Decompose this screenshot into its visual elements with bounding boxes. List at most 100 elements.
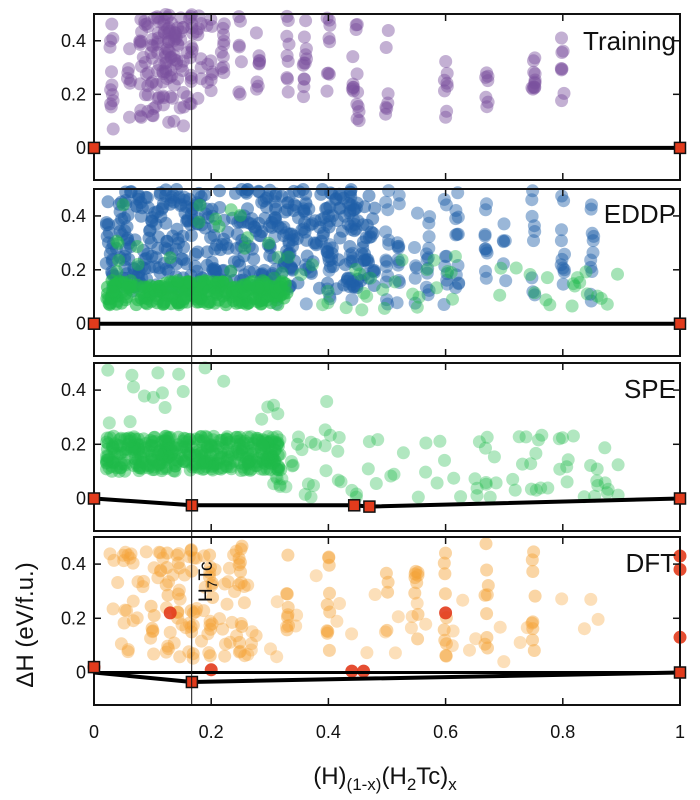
spe-point (127, 445, 141, 459)
eddp-point (280, 250, 294, 264)
eddp-point (381, 269, 395, 283)
eddp-point (382, 233, 396, 247)
spe-point (270, 437, 284, 451)
dft-point (237, 596, 251, 610)
eddp-point (323, 214, 337, 228)
spe-point (243, 441, 257, 455)
eddp-point (556, 261, 570, 275)
dft-point (203, 548, 217, 562)
spe-point (216, 441, 230, 455)
dft-point (234, 617, 248, 630)
spe-point (192, 461, 206, 475)
spe-point (251, 451, 265, 465)
spe-point (127, 459, 140, 472)
eddp-point (440, 273, 454, 287)
eddp-green-point (378, 301, 391, 315)
eddp-point (366, 226, 380, 240)
spe-point (119, 445, 133, 459)
spe-point (161, 449, 175, 463)
spe-point (529, 446, 543, 460)
spe-point (194, 449, 208, 463)
eddp-green-point (188, 289, 202, 303)
spe-point (143, 439, 157, 453)
spe-point (216, 461, 230, 475)
spe-point (159, 429, 173, 443)
spe-point (147, 431, 161, 444)
eddp-point (346, 251, 360, 265)
dft-point (136, 580, 150, 594)
hull-point-marker (673, 666, 687, 679)
spe-point (304, 435, 318, 449)
panel-label-spe: SPE (624, 374, 676, 404)
training-point (350, 18, 364, 31)
spe-point (215, 433, 229, 447)
spe-point (165, 447, 179, 461)
training-point (151, 26, 165, 40)
training-point (162, 45, 176, 58)
eddp-green-point (444, 266, 458, 279)
spe-point (214, 450, 227, 464)
eddp-green-point (376, 283, 390, 297)
dft-point (497, 655, 511, 669)
training-point (282, 37, 296, 51)
dft-point (264, 642, 277, 656)
spe-point (128, 443, 142, 457)
eddp-point (323, 238, 337, 252)
dft-point (280, 587, 294, 601)
dft-point (204, 622, 218, 636)
spe-point (168, 459, 182, 473)
training-point (134, 110, 148, 124)
dft-point (419, 617, 433, 631)
spe-point (162, 442, 176, 456)
spe-point (232, 448, 246, 462)
spe-point (220, 454, 234, 467)
eddp-point (325, 241, 339, 255)
spe-point (248, 459, 262, 473)
spe-point (298, 487, 312, 501)
eddp-point (280, 226, 293, 240)
training-point (186, 27, 200, 41)
training-point (173, 101, 187, 115)
dft-point (227, 548, 241, 562)
spe-point (250, 459, 264, 473)
eddp-point (439, 198, 453, 212)
dft-point (322, 550, 336, 564)
spe-point (160, 431, 174, 445)
training-point (253, 53, 266, 67)
eddp-point (449, 212, 463, 226)
spe-point (257, 441, 271, 455)
y-tick-label: 0 (76, 138, 86, 158)
training-point (106, 122, 120, 136)
training-point (156, 65, 170, 78)
hull-point-marker (673, 317, 687, 330)
spe-point (362, 435, 376, 449)
spe-point (273, 480, 287, 493)
eddp-point (366, 264, 380, 278)
dft-point (107, 553, 121, 567)
spe-point (180, 442, 194, 456)
eddp-green-point (388, 275, 402, 289)
eddp-green-point (112, 253, 126, 267)
eddp-point (320, 282, 334, 296)
dft-point (408, 571, 422, 585)
spe-point (508, 483, 522, 497)
dft-point (437, 623, 451, 637)
spe-point (102, 416, 116, 430)
spe-point (244, 444, 258, 458)
dft-point (163, 625, 177, 639)
eddp-point (257, 194, 271, 208)
spe-point (212, 452, 226, 466)
y-tick-label: 0.2 (61, 434, 86, 454)
spe-point (205, 460, 219, 474)
spe-point (225, 447, 239, 461)
dft-point (439, 546, 452, 560)
dft-point (202, 646, 216, 660)
spe-point (242, 436, 255, 450)
eddp-green-point (611, 267, 624, 281)
spe-point (199, 429, 212, 443)
eddp-point (449, 268, 463, 282)
eddp-green-point (242, 277, 256, 291)
dft-point (173, 650, 187, 664)
spe-point (560, 475, 574, 489)
spe-point (118, 464, 132, 478)
